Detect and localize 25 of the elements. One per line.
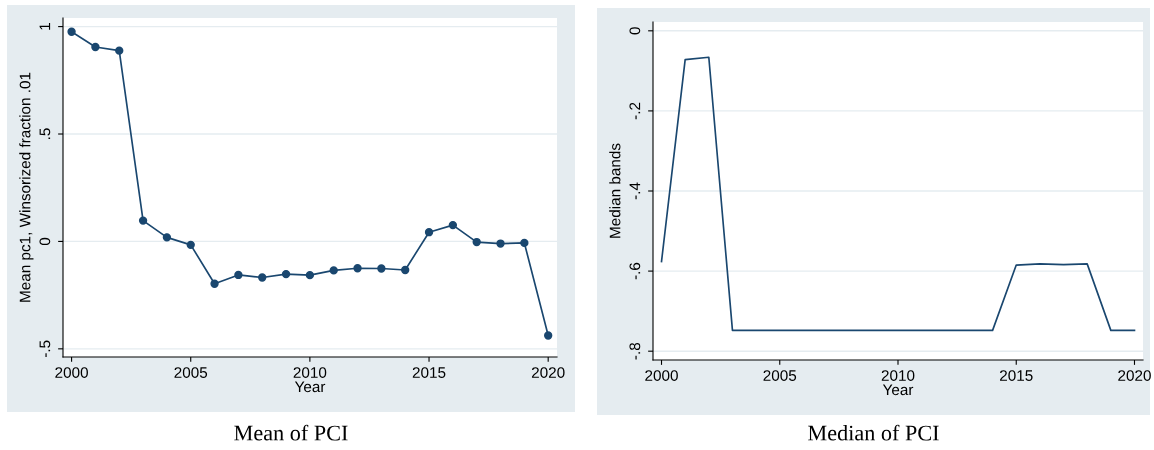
y-tick-label: 1 xyxy=(39,23,51,30)
y-tick-label: .5 xyxy=(39,128,51,139)
y-tick-label: 0 xyxy=(629,27,641,35)
x-tick-label: 2020 xyxy=(531,367,565,378)
x-axis-title: Year xyxy=(294,381,326,393)
x-tick-label: 2000 xyxy=(55,367,88,378)
text: Median of PCI xyxy=(808,424,939,441)
y-tick-label: 0 xyxy=(39,237,51,246)
x-tick-label: 2000 xyxy=(645,370,678,381)
x-tick-label: 2020 xyxy=(1118,370,1151,381)
y-tick-label: -.2 xyxy=(629,102,641,120)
x-tick-label: 2005 xyxy=(174,367,208,378)
y-tick-label: -.5 xyxy=(39,340,51,358)
x-tick-label: 2015 xyxy=(412,367,446,378)
y-tick-label: -.6 xyxy=(629,262,641,280)
y-tick-label: -.8 xyxy=(629,342,641,360)
y-axis-title: Mean pc1, Winsorized fraction .01 xyxy=(19,72,34,302)
text: Mean of PCI xyxy=(234,424,348,441)
y-axis-title: Median bands xyxy=(609,143,621,238)
x-axis-title: Year xyxy=(882,384,914,396)
x-tick-label: 2010 xyxy=(293,367,327,378)
x-tick-label: 2015 xyxy=(1000,370,1033,381)
x-tick-label: 2005 xyxy=(763,370,797,381)
y-tick-label: -.4 xyxy=(629,182,641,200)
x-tick-label: 2010 xyxy=(881,370,915,381)
